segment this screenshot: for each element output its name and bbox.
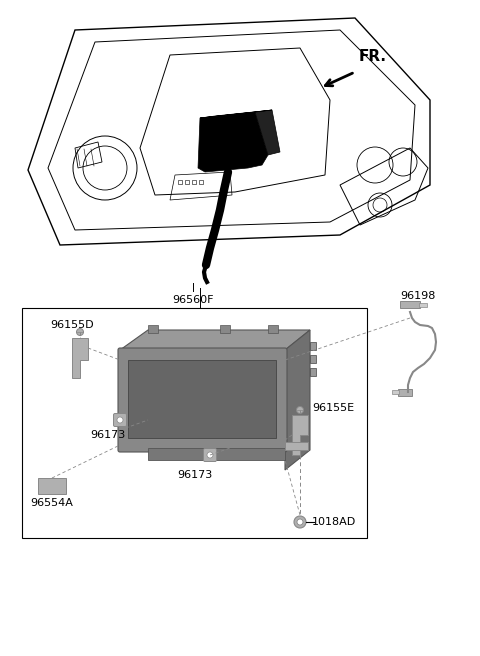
Bar [419, 303, 427, 307]
Bar [128, 360, 276, 438]
Circle shape [76, 329, 84, 335]
Circle shape [297, 407, 303, 413]
Polygon shape [148, 448, 285, 460]
Polygon shape [255, 110, 280, 155]
Bar [22, 308, 367, 538]
Circle shape [297, 519, 303, 525]
Bar [192, 180, 196, 184]
Bar [220, 325, 230, 333]
FancyBboxPatch shape [204, 449, 216, 462]
Bar [148, 325, 158, 333]
Bar [178, 180, 182, 184]
Circle shape [294, 516, 306, 528]
Bar [392, 390, 399, 394]
Polygon shape [285, 330, 310, 470]
Polygon shape [292, 415, 308, 455]
Polygon shape [285, 442, 308, 450]
Bar [398, 389, 412, 396]
Polygon shape [200, 110, 272, 118]
Circle shape [117, 417, 123, 423]
Bar [199, 180, 203, 184]
Text: 96173: 96173 [90, 430, 125, 440]
Polygon shape [72, 338, 88, 378]
Polygon shape [120, 330, 310, 350]
Text: 96155D: 96155D [50, 320, 94, 330]
Polygon shape [198, 112, 268, 172]
Text: 96560F: 96560F [172, 295, 214, 305]
Bar [268, 325, 278, 333]
FancyBboxPatch shape [118, 348, 287, 452]
FancyBboxPatch shape [113, 413, 127, 426]
Circle shape [207, 452, 213, 458]
Text: FR.: FR. [359, 49, 387, 64]
Bar [310, 342, 316, 350]
Bar [310, 368, 316, 376]
Bar [310, 355, 316, 363]
Bar [400, 301, 420, 308]
Text: 1018AD: 1018AD [312, 517, 356, 527]
Bar [185, 180, 189, 184]
Text: 96198: 96198 [400, 291, 435, 301]
Text: 96554A: 96554A [30, 498, 73, 508]
Text: 96173: 96173 [178, 470, 213, 480]
Text: 96155E: 96155E [312, 403, 354, 413]
Bar [38, 478, 66, 494]
